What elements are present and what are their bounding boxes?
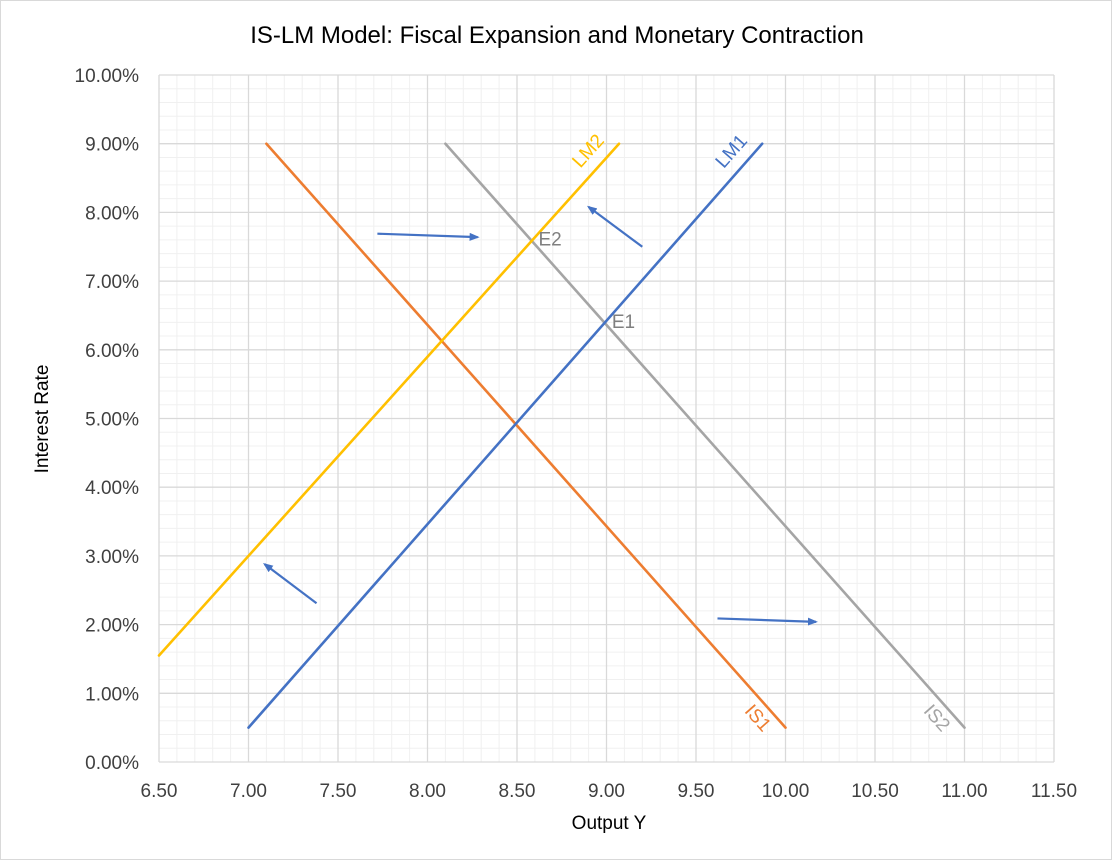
y-tick-label: 9.00%: [85, 135, 139, 156]
series-line-is2: [444, 142, 966, 729]
y-tick-label: 2.00%: [85, 616, 139, 637]
tick-labels: 6.50 7.00 7.50 8.00 8.50 9.00 9.50 10.00 10.50 11…: [75, 66, 1078, 802]
y-tick-label: 7.00%: [85, 272, 139, 293]
shift-arrow: [586, 205, 643, 248]
shift-arrows: [263, 205, 818, 626]
x-tick-label: 6.50: [141, 781, 178, 802]
equilibrium-label-e2: E2: [538, 229, 561, 250]
series-label-lm2: LM2: [568, 131, 608, 173]
series-label-is1: IS1: [740, 701, 775, 736]
equilibrium-label-e1: E1: [612, 312, 635, 333]
x-tick-label: 9.00: [588, 781, 625, 802]
y-tick-label: 0.00%: [85, 753, 139, 774]
series-lines: [157, 142, 966, 729]
y-tick-label: 10.00%: [75, 66, 140, 87]
x-tick-label: 8.50: [499, 781, 536, 802]
chart-title: IS-LM Model: Fiscal Expansion and Moneta…: [250, 22, 864, 49]
x-tick-label: 11.50: [1031, 781, 1077, 802]
y-tick-label: 5.00%: [85, 410, 139, 431]
x-tick-label: 9.50: [678, 781, 715, 802]
shift-arrow: [717, 617, 818, 626]
x-tick-label: 10.00: [762, 781, 810, 802]
series-label-lm1: LM1: [712, 131, 752, 173]
series-line-is1: [265, 142, 787, 729]
y-tick-label: 8.00%: [85, 203, 139, 224]
y-tick-label: 4.00%: [85, 478, 139, 499]
major-gridlines: [158, 74, 1055, 763]
x-axis-title: Output Y: [572, 813, 647, 834]
shift-arrow: [377, 232, 480, 241]
y-tick-label: 6.00%: [85, 341, 139, 362]
x-tick-label: 7.00: [230, 781, 267, 802]
shift-arrow: [263, 562, 318, 605]
x-tick-label: 11.00: [941, 781, 987, 802]
y-tick-label: 1.00%: [85, 684, 139, 705]
x-tick-label: 8.00: [409, 781, 446, 802]
series-line-lm2: [157, 142, 621, 657]
x-tick-label: 7.50: [320, 781, 357, 802]
y-tick-label: 3.00%: [85, 547, 139, 568]
x-tick-label: 10.50: [851, 781, 899, 802]
y-axis-title: Interest Rate: [32, 365, 53, 474]
series-label-is2: IS2: [919, 701, 954, 736]
series-line-lm1: [247, 142, 764, 729]
